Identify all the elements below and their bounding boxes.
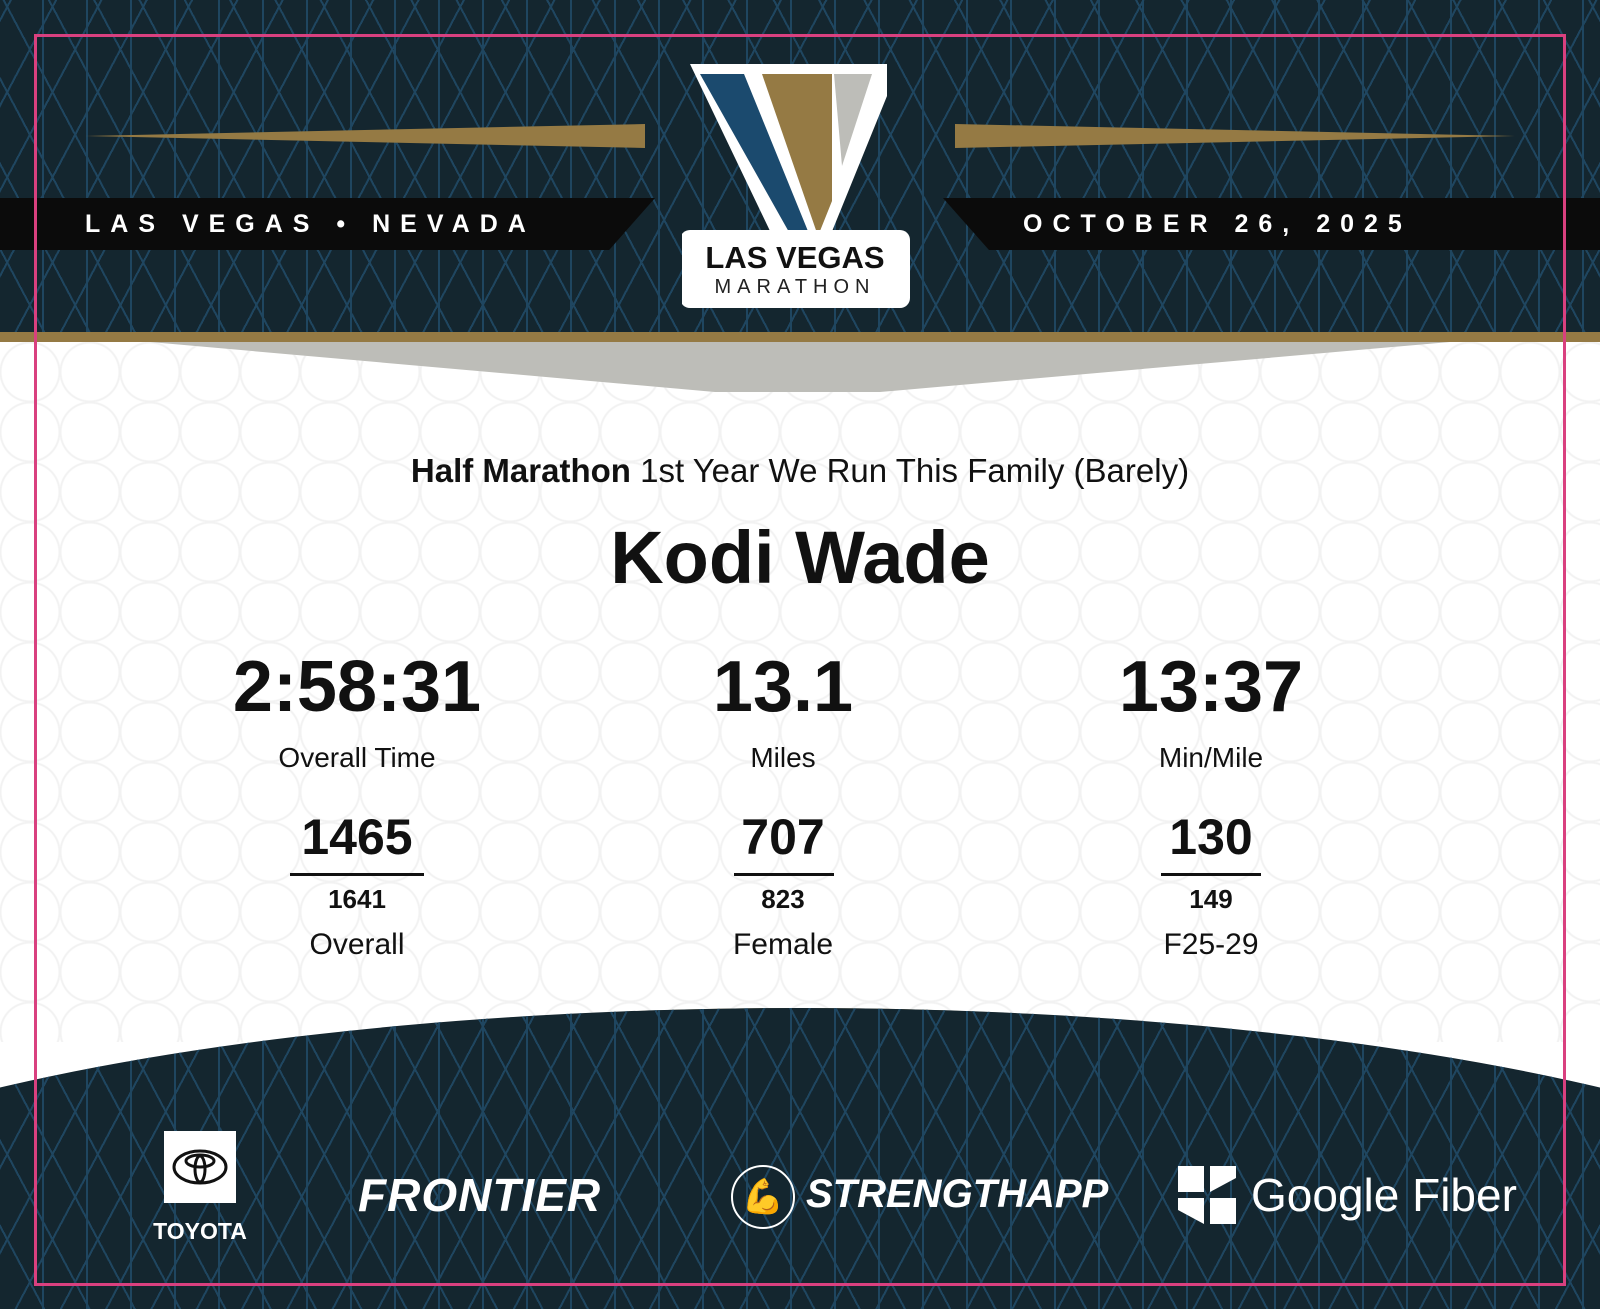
strengthapp-logo-icon: 💪 xyxy=(731,1165,795,1229)
overall-place: 1465 xyxy=(301,809,413,865)
sponsor-frontier: FRONTIER xyxy=(358,1169,602,1221)
date-band: OCTOBER 26, 2025 xyxy=(943,198,1600,250)
sponsor-toyota: TOYOTA xyxy=(153,1218,247,1244)
team-name: 1st Year We Run This Family (Barely) xyxy=(640,452,1190,489)
gold-divider xyxy=(0,332,1600,342)
gender-place: 707 xyxy=(741,809,825,865)
gold-spike-right xyxy=(955,124,1515,148)
gold-spike-left xyxy=(85,124,645,148)
rank-divider xyxy=(290,873,424,876)
overall-category: Overall xyxy=(309,928,405,961)
sponsor-google-fiber: Google Fiber xyxy=(1251,1169,1517,1221)
pace-value: 13:37 xyxy=(1118,647,1304,727)
gender-total: 823 xyxy=(761,884,805,914)
race-line: Half Marathon 1st Year We Run This Famil… xyxy=(0,452,1600,490)
toyota-logo-icon xyxy=(164,1131,236,1203)
age-group-total: 149 xyxy=(1189,884,1233,914)
gender-category: Female xyxy=(732,928,834,961)
age-group-place: 130 xyxy=(1169,809,1253,865)
pace-label: Min/Mile xyxy=(1158,742,1264,773)
overall-time-value: 2:58:31 xyxy=(232,647,482,727)
logo-title: LAS VEGAS xyxy=(705,240,884,275)
runner-name: Kodi Wade xyxy=(610,516,990,599)
gray-chevron xyxy=(150,342,1450,392)
date-text: OCTOBER 26, 2025 xyxy=(1023,209,1412,238)
results-panel xyxy=(0,342,1600,1042)
las-vegas-marathon-logo: LAS VEGAS MARATHON xyxy=(682,64,910,308)
location-band: LAS VEGAS • NEVADA xyxy=(0,198,655,250)
sponsor-strengthapp: STRENGTHAPP xyxy=(806,1172,1109,1216)
location-text: LAS VEGAS • NEVADA xyxy=(85,209,536,238)
age-group-category: F25-29 xyxy=(1163,928,1259,961)
miles-label: Miles xyxy=(750,742,816,773)
rank-divider xyxy=(1161,873,1261,876)
overall-total: 1641 xyxy=(328,884,386,914)
frame-border xyxy=(34,34,1566,1286)
miles-value: 13.1 xyxy=(712,647,854,727)
race-name: Half Marathon xyxy=(410,452,631,489)
logo-subtitle: MARATHON xyxy=(715,276,876,298)
rank-divider xyxy=(734,873,834,876)
overall-time-label: Overall Time xyxy=(278,742,436,773)
google-fiber-logo-icon xyxy=(1178,1166,1236,1224)
